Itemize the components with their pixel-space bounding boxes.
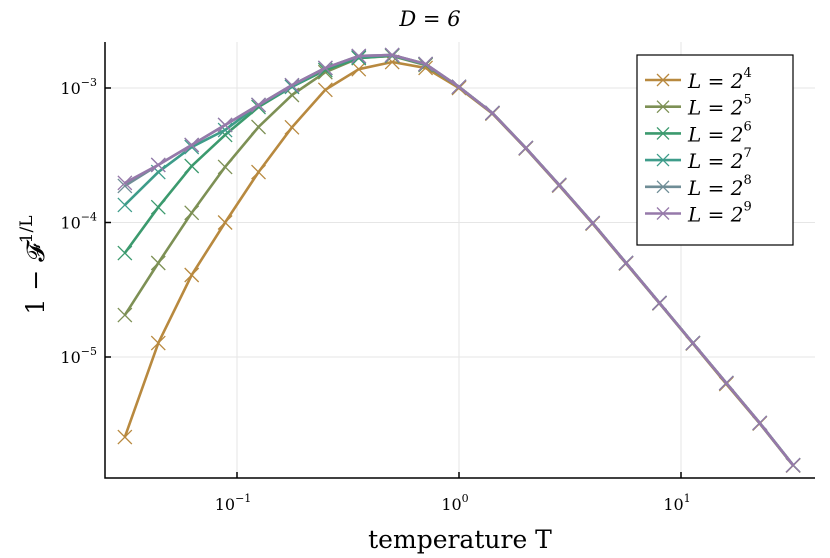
legend-label: L = 29 xyxy=(687,200,752,227)
data-point-marker xyxy=(618,255,634,271)
data-point-marker xyxy=(150,335,166,351)
data-point-marker xyxy=(284,77,300,93)
y-axis-label: 1 − 𝓕1/L xyxy=(17,215,50,314)
data-point-marker xyxy=(117,175,133,191)
data-point-marker xyxy=(150,157,166,173)
y-tick-label: 10−3 xyxy=(60,76,97,98)
legend-entry: L = 27 xyxy=(645,146,752,173)
data-point-marker xyxy=(752,415,768,431)
data-point-marker xyxy=(656,153,670,167)
legend-label: L = 25 xyxy=(687,93,752,120)
data-point-marker xyxy=(656,207,670,220)
legend-entry: L = 24 xyxy=(645,66,752,93)
data-point-marker xyxy=(652,295,667,311)
data-point-marker xyxy=(251,164,266,180)
data-point-marker xyxy=(184,158,200,174)
y-tick-label: 10−4 xyxy=(60,211,97,233)
data-point-marker xyxy=(317,60,333,76)
legend-entry: L = 29 xyxy=(645,200,752,227)
data-point-marker xyxy=(484,105,500,121)
legend-label: L = 24 xyxy=(687,66,752,93)
data-point-marker xyxy=(551,177,567,193)
y-label-base: 1 − 𝓕 xyxy=(21,239,50,315)
data-point-marker xyxy=(718,375,734,391)
legend-label: L = 26 xyxy=(687,119,752,146)
data-point-marker xyxy=(656,126,670,140)
data-point-marker xyxy=(184,205,200,221)
data-point-marker xyxy=(184,267,200,283)
x-tick-label: 100 xyxy=(441,492,468,514)
series-6 xyxy=(117,47,801,473)
x-tick-label: 10−1 xyxy=(215,492,252,514)
data-point-marker xyxy=(217,159,233,175)
x-axis-label: temperature T xyxy=(368,525,552,554)
data-point-marker xyxy=(117,245,133,261)
data-point-marker xyxy=(656,100,670,114)
legend-label: L = 28 xyxy=(687,173,752,200)
legend-entry: L = 28 xyxy=(645,173,752,200)
data-point-marker xyxy=(117,197,133,213)
series-layer xyxy=(117,47,801,473)
data-point-marker xyxy=(585,215,601,231)
data-point-marker xyxy=(656,73,670,87)
data-point-marker xyxy=(351,61,367,77)
axis-lines xyxy=(104,42,815,479)
data-point-marker xyxy=(150,255,166,271)
data-point-marker xyxy=(117,429,133,445)
axes: 10−1 100 101 10−3 10−4 10−5 xyxy=(60,42,815,514)
data-point-marker xyxy=(317,82,333,98)
data-point-marker xyxy=(150,199,166,215)
data-point-marker xyxy=(251,119,266,135)
data-point-marker xyxy=(656,180,670,194)
data-point-marker xyxy=(217,117,233,133)
data-point-marker xyxy=(217,122,233,138)
data-point-marker xyxy=(117,307,133,323)
data-point-marker xyxy=(418,56,434,72)
data-point-marker xyxy=(518,140,534,156)
chart-title: D = 6 xyxy=(398,7,460,31)
legend: L = 24L = 25L = 26L = 27L = 28L = 29 xyxy=(636,54,794,246)
y-label-exp: 1/L xyxy=(17,215,37,243)
data-point-marker xyxy=(451,79,467,95)
data-point-marker xyxy=(785,457,801,473)
data-point-marker xyxy=(284,119,300,135)
data-point-marker xyxy=(351,48,367,64)
legend-entry: L = 26 xyxy=(645,119,752,146)
legend-label: L = 27 xyxy=(687,146,752,173)
legend-entry: L = 25 xyxy=(645,93,752,120)
data-point-marker xyxy=(685,335,701,351)
y-tick-label: 10−5 xyxy=(60,345,97,367)
data-point-marker xyxy=(217,215,233,230)
data-point-marker xyxy=(184,137,200,153)
data-point-marker xyxy=(384,47,400,63)
data-point-marker xyxy=(251,97,266,113)
x-tick-label: 101 xyxy=(663,492,690,514)
